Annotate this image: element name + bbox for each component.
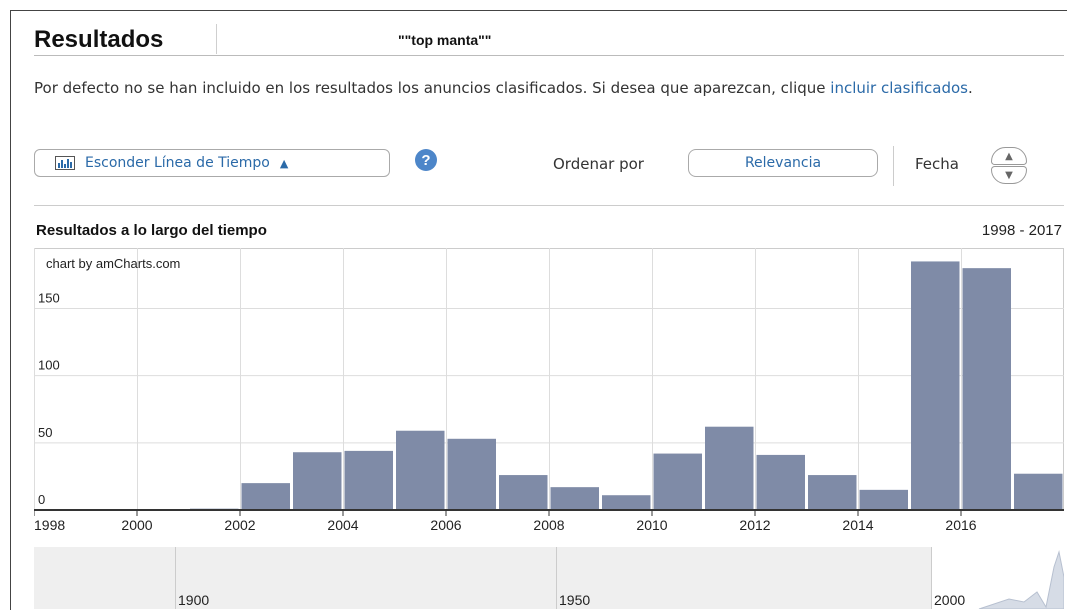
- navigator-label: 1900: [178, 592, 209, 608]
- title-divider: [216, 24, 217, 54]
- bar-2012[interactable]: [756, 454, 806, 510]
- chart-title: Resultados a lo largo del tiempo: [36, 222, 267, 239]
- x-tick-label: 2002: [224, 517, 255, 533]
- navigator-selection[interactable]: [931, 547, 1064, 609]
- x-tick-label: 2016: [945, 517, 976, 533]
- chart-credit: chart by amCharts.com: [46, 256, 180, 271]
- caret-up-icon: ▲: [279, 156, 289, 170]
- y-tick-label: 0: [38, 492, 45, 507]
- hide-timeline-label: Esconder Línea de Tiempo: [85, 155, 270, 171]
- x-tick-label: 2006: [430, 517, 461, 533]
- bar-2004[interactable]: [344, 450, 394, 510]
- include-classifieds-link[interactable]: incluir clasificados: [830, 79, 968, 97]
- x-tick-label: 2012: [739, 517, 770, 533]
- x-tick-label: 2008: [533, 517, 564, 533]
- x-tick-label: 2010: [636, 517, 667, 533]
- navigator-label: 1950: [559, 592, 590, 608]
- chart-divider: [34, 205, 1064, 206]
- bar-2007[interactable]: [499, 475, 548, 510]
- sort-ascending-button[interactable]: ▲: [991, 147, 1027, 165]
- navigator-label: 2000: [934, 592, 965, 608]
- bar-2009[interactable]: [602, 495, 651, 510]
- bar-2017[interactable]: [1014, 473, 1063, 510]
- toolbar-divider: [893, 146, 894, 186]
- notice-end: .: [967, 79, 973, 97]
- date-sort-label: Fecha: [915, 155, 959, 173]
- x-tick-label: 1998: [34, 517, 65, 533]
- classified-notice: Por defecto no se han incluido en los re…: [34, 78, 1054, 98]
- page-title: Resultados: [34, 26, 164, 53]
- bar-2015[interactable]: [911, 261, 960, 510]
- bar-2008[interactable]: [550, 487, 600, 510]
- header-divider: [34, 55, 1064, 56]
- bar-2003[interactable]: [293, 452, 342, 510]
- timeline-navigator[interactable]: 1900 1950 2000: [34, 547, 1064, 609]
- hide-timeline-button[interactable]: Esconder Línea de Tiempo ▲: [34, 149, 390, 177]
- sort-descending-button[interactable]: ▼: [991, 166, 1027, 184]
- bar-2011[interactable]: [705, 426, 754, 510]
- chart-date-range: 1998 - 2017: [981, 222, 1062, 239]
- bar-2010[interactable]: [653, 453, 703, 510]
- navigator-background: [34, 547, 1064, 609]
- y-tick-label: 50: [38, 425, 52, 440]
- y-tick-label: 150: [38, 290, 60, 305]
- bar-2006[interactable]: [447, 438, 497, 510]
- results-timeline-chart[interactable]: 0 50 100 150 chart by amCharts.com 1998 2000 20…: [34, 244, 1064, 544]
- bar-2013[interactable]: [808, 475, 857, 510]
- x-tick-label: 2004: [327, 517, 358, 533]
- order-by-label: Ordenar por: [553, 155, 644, 173]
- bar-2002[interactable]: [241, 483, 291, 510]
- results-panel: [10, 10, 1067, 610]
- navigator-sparkline: [978, 550, 1064, 609]
- notice-text: Por defecto no se han incluido en los re…: [34, 79, 831, 97]
- search-query: ""top manta"": [398, 32, 492, 48]
- bar-2005[interactable]: [396, 430, 445, 510]
- bar-chart-icon: [55, 156, 75, 170]
- y-tick-label: 100: [38, 358, 60, 373]
- help-icon[interactable]: ?: [415, 149, 437, 171]
- bar-2014[interactable]: [859, 489, 909, 510]
- bar-2016[interactable]: [962, 268, 1012, 510]
- x-tick-label: 2014: [842, 517, 873, 533]
- relevance-button[interactable]: Relevancia: [688, 149, 878, 177]
- x-tick-label: 2000: [121, 517, 152, 533]
